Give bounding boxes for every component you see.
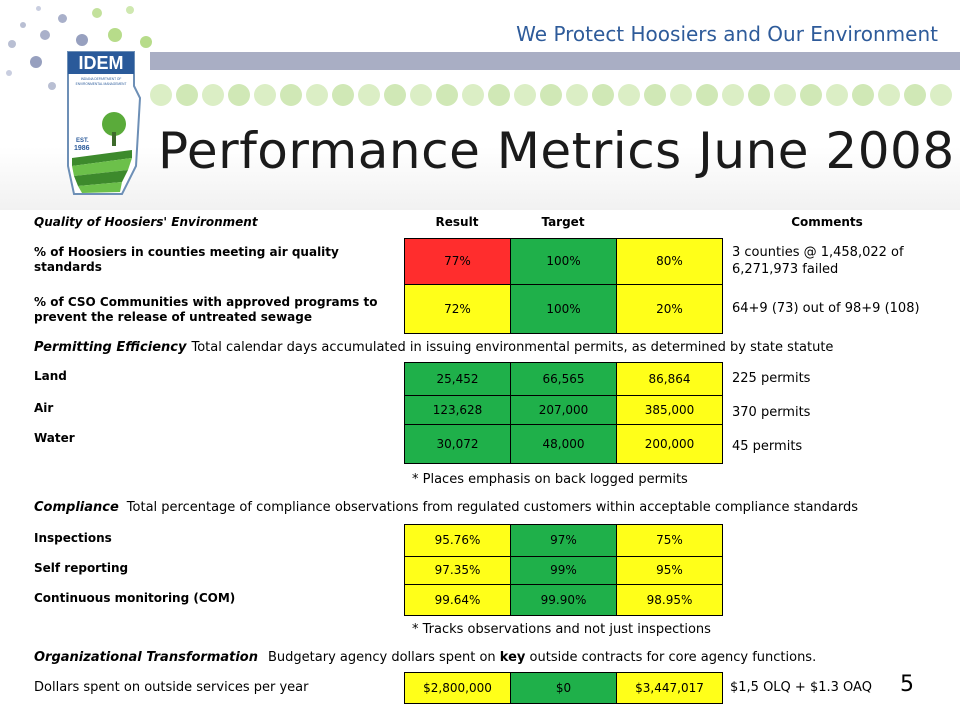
air-quality-comment: 3 counties @ 1,458,022 of 6,271,973 fail… [732,245,904,277]
self-reporting-target: 99% [510,556,617,585]
land-result: 25,452 [404,362,511,396]
water-result: 30,072 [404,424,511,464]
dollars-other: $3,447,017 [616,672,723,704]
section-compliance-header: Compliance Total percentage of complianc… [34,498,934,518]
inspections-other: 75% [616,524,723,557]
metric-water-label: Water [34,430,75,445]
metric-air-quality-label: % of Hoosiers in counties meeting air qu… [34,245,339,274]
air-quality-target: 100% [510,238,617,285]
header-stripe [150,52,960,70]
dollars-target: $0 [510,672,617,704]
page-number: 5 [900,672,914,697]
water-comment: 45 permits [732,438,803,454]
metric-continuous-label: Continuous monitoring (COM) [34,590,236,605]
section-permitting-header: Permitting Efficiency Total calendar day… [34,338,934,358]
air-quality-result: 77% [404,238,511,285]
inspections-result: 95.76% [404,524,511,557]
metric-inspections-label: Inspections [34,530,112,545]
page-title: Performance Metrics June 2008 [158,122,955,180]
header-result: Result [435,214,479,229]
permitting-title: Permitting Efficiency [34,339,187,355]
air-comment: 370 permits [732,404,811,420]
org-desc-post: outside contracts for core agency functi… [525,649,817,665]
metric-land-label: Land [34,368,67,383]
svg-text:EST.: EST. [76,138,89,144]
continuous-target: 99.90% [510,584,617,616]
compliance-title: Compliance [34,499,119,515]
metric-dollars-label: Dollars spent on outside services per ye… [34,679,309,695]
header-target: Target [541,214,585,229]
compliance-footnote: * Tracks observations and not just inspe… [412,621,711,637]
svg-text:INDIANA DEPARTMENT OF: INDIANA DEPARTMENT OF [81,77,122,81]
idem-logo: IDEM INDIANA DEPARTMENT OF ENVIRONMENTAL… [67,51,142,195]
cso-target: 100% [510,284,617,334]
self-reporting-result: 97.35% [404,556,511,585]
dollars-comment: $1,5 OLQ + $1.3 OAQ [730,679,872,695]
air-quality-other: 80% [616,238,723,285]
continuous-result: 99.64% [404,584,511,616]
metric-air-label: Air [34,400,54,415]
air-target: 207,000 [510,395,617,425]
land-comment: 225 permits [732,370,811,386]
water-other: 200,000 [616,424,723,464]
header-comments: Comments [791,214,863,229]
section-quality-header: Quality of Hoosiers' Environment [34,214,258,229]
logo-text: IDEM [79,53,124,73]
continuous-other: 98.95% [616,584,723,616]
land-other: 86,864 [616,362,723,396]
org-title: Organizational Transformation [34,649,258,665]
dollars-result: $2,800,000 [404,672,511,704]
org-desc-pre: Budgetary agency dollars spent on [268,649,500,665]
section-org-header: Organizational Transformation Budgetary … [34,648,934,668]
land-target: 66,565 [510,362,617,396]
tagline: We Protect Hoosiers and Our Environment [516,22,938,46]
org-desc: Budgetary agency dollars spent on key ou… [268,650,816,666]
cso-other: 20% [616,284,723,334]
inspections-target: 97% [510,524,617,557]
air-result: 123,628 [404,395,511,425]
water-target: 48,000 [510,424,617,464]
cso-comment: 64+9 (73) out of 98+9 (108) [732,300,920,316]
permitting-desc: Total calendar days accumulated in issui… [191,339,834,355]
compliance-desc: Total percentage of compliance observati… [126,499,859,515]
air-other: 385,000 [616,395,723,425]
metric-self-reporting-label: Self reporting [34,560,129,575]
self-reporting-other: 95% [616,556,723,585]
decorative-dots [0,0,960,130]
svg-text:1986: 1986 [74,145,90,152]
permit-footnote: * Places emphasis on back logged permits [412,471,688,487]
cso-result: 72% [404,284,511,334]
org-desc-key: key [499,649,526,665]
svg-text:ENVIRONMENTAL MANAGEMENT: ENVIRONMENTAL MANAGEMENT [76,82,127,86]
metric-cso-label: % of CSO Communities with approved progr… [34,295,378,324]
